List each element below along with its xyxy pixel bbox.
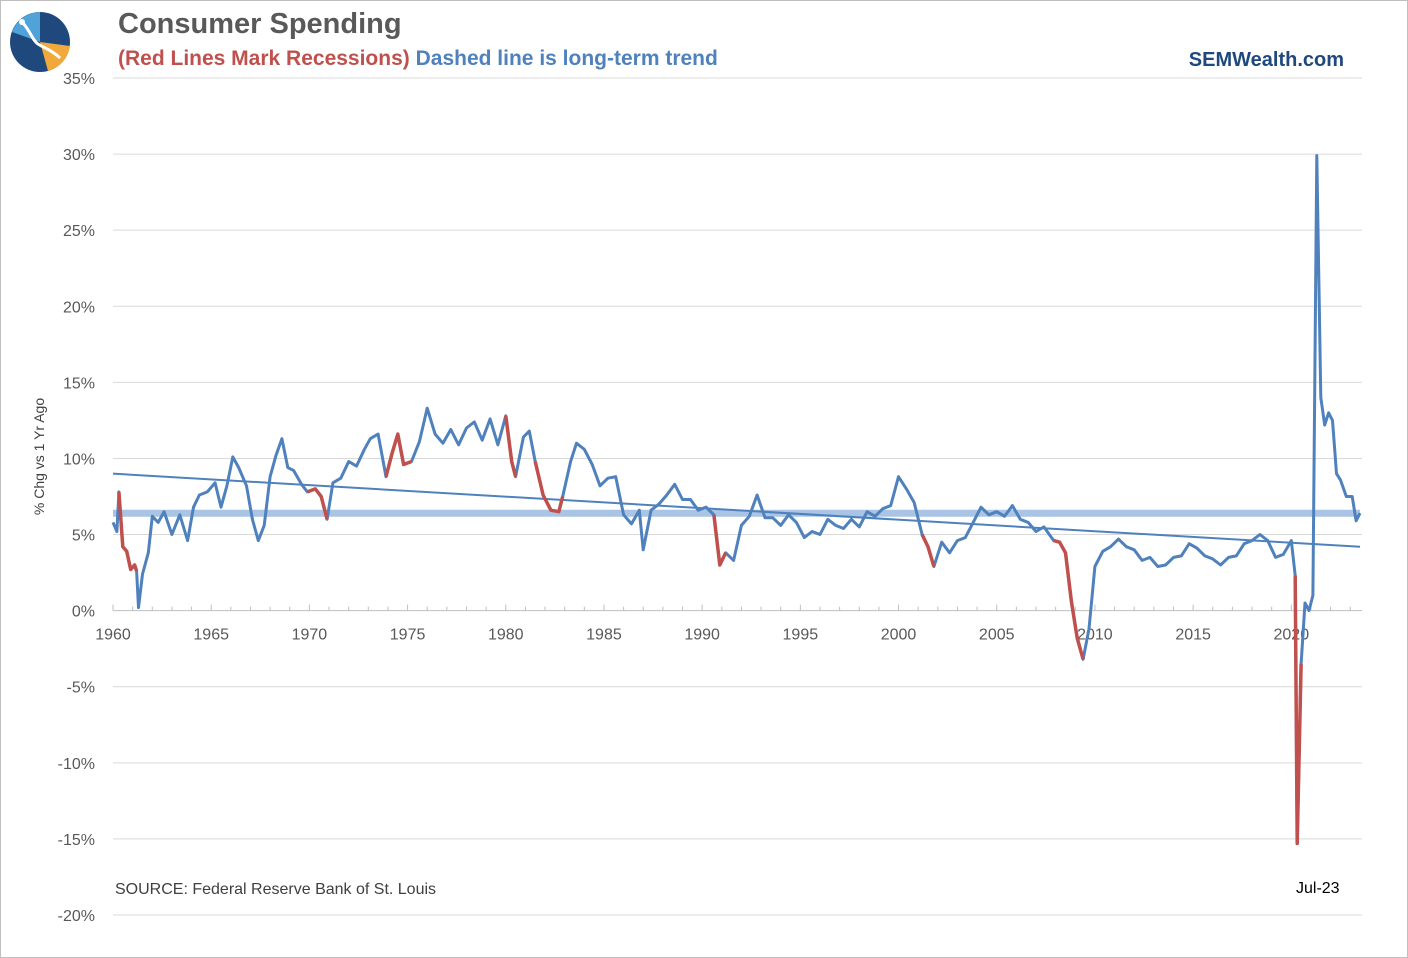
recession-segment: [306, 487, 329, 520]
recession-segment: [384, 432, 413, 478]
y-tick-label: 20%: [63, 299, 95, 316]
x-tick-label: 2000: [881, 627, 917, 644]
subtitle-trend-note: Dashed line is long-term trend: [415, 47, 718, 70]
brand-label: SEMWealth.com: [1188, 49, 1344, 71]
chart-title: Consumer Spending: [118, 8, 402, 40]
x-tick-label: 2010: [1077, 627, 1113, 644]
source-note: SOURCE: Federal Reserve Bank of St. Loui…: [115, 881, 437, 898]
y-tick-label: 5%: [72, 528, 95, 545]
y-axis-label: % Chg vs 1 Yr Ago: [31, 398, 47, 515]
subtitle-recession-note: (Red Lines Mark Recessions): [118, 47, 410, 70]
chart-subtitle: (Red Lines Mark Recessions) Dashed line …: [118, 47, 718, 71]
y-tick-label: -10%: [58, 756, 95, 773]
x-tick-label: 2005: [979, 627, 1015, 644]
x-tick-label: 1965: [193, 627, 229, 644]
series-line: [111, 154, 1362, 845]
y-tick-label: 25%: [63, 223, 95, 240]
recession-segment: [533, 461, 565, 514]
x-tick-label: 1995: [783, 627, 819, 644]
y-tick-label: 30%: [63, 147, 95, 164]
recession-segment: [920, 533, 936, 567]
last-date-label: Jul-23: [1296, 880, 1340, 897]
recession-segment: [504, 415, 518, 478]
x-tick-label: 2015: [1175, 627, 1211, 644]
y-tick-label: 15%: [63, 375, 95, 392]
x-tick-label: 2020: [1274, 627, 1310, 644]
x-tick-label: 1975: [390, 627, 426, 644]
y-tick-label: 10%: [63, 451, 95, 468]
x-tick-label: 1985: [586, 627, 622, 644]
y-tick-label: 0%: [72, 604, 95, 621]
y-tick-label: -20%: [58, 908, 95, 925]
recession-segment: [117, 491, 139, 572]
x-tick-label: 1970: [292, 627, 328, 644]
x-tick-label: 1960: [95, 627, 131, 644]
y-tick-label: -15%: [58, 832, 95, 849]
y-tick-label: -5%: [67, 680, 95, 697]
recession-segment: [1053, 538, 1085, 660]
semwealth-logo-icon: [10, 12, 70, 72]
x-tick-label: 1990: [684, 627, 720, 644]
recession-segment: [1293, 575, 1303, 846]
x-tick-label: 1980: [488, 627, 524, 644]
trend-line: [112, 472, 1361, 548]
y-tick-label: 35%: [63, 71, 95, 88]
recession-segment: [712, 514, 728, 567]
